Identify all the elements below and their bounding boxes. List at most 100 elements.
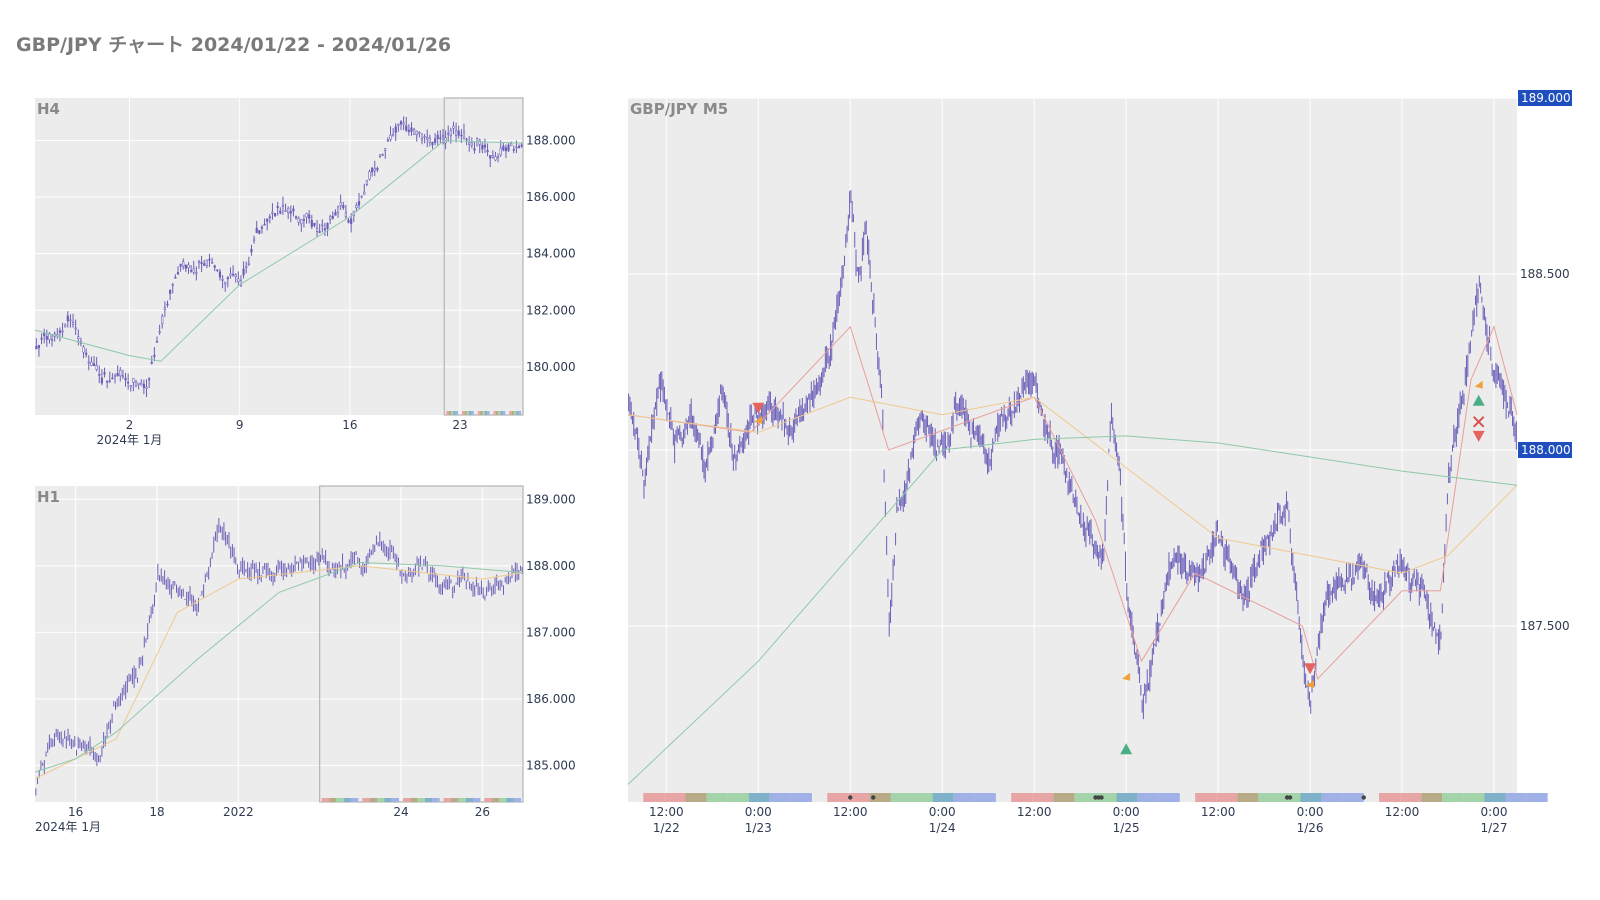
candle-body — [407, 129, 410, 132]
event-dot — [871, 795, 876, 800]
candle-body — [381, 154, 384, 156]
candle-body — [245, 265, 248, 268]
session-band — [1237, 793, 1259, 802]
candle-body — [111, 377, 114, 380]
session-band — [473, 798, 481, 802]
candle-body — [116, 373, 119, 377]
session-band — [1053, 793, 1075, 802]
candle-body — [74, 327, 77, 330]
candle-body — [260, 226, 264, 229]
candle-body — [428, 137, 431, 143]
candle-body — [334, 212, 337, 216]
candle-body — [166, 303, 169, 306]
candle-body — [318, 231, 321, 233]
candle-body — [496, 156, 500, 159]
candle-body — [363, 191, 366, 195]
event-dot — [848, 795, 853, 800]
candle-body — [449, 130, 452, 136]
session-band — [848, 793, 870, 802]
session-band — [391, 798, 399, 802]
x-tick-sublabel: 1/24 — [929, 821, 956, 835]
candle-body — [517, 145, 521, 149]
candle-body — [195, 272, 198, 274]
candle-body — [229, 273, 232, 276]
candle-body — [208, 258, 211, 261]
candle-body — [142, 383, 145, 388]
session-band — [446, 411, 449, 415]
candle-body — [95, 364, 98, 370]
candle-body — [284, 209, 287, 212]
session-band — [513, 798, 521, 802]
candle-body — [434, 138, 437, 143]
candle-body — [423, 136, 426, 138]
candle-body — [294, 216, 298, 219]
session-band — [451, 798, 459, 802]
x-tick-label: 23 — [452, 418, 467, 432]
candle-body — [121, 375, 124, 378]
candle-body — [174, 277, 177, 279]
candle-body — [507, 144, 510, 151]
session-band — [827, 793, 849, 802]
page-title: GBP/JPY チャート 2024/01/22 - 2024/01/26 — [16, 34, 452, 56]
session-band — [1379, 793, 1401, 802]
candle-body — [355, 205, 358, 208]
candle-body — [237, 278, 240, 283]
candle-body — [145, 386, 148, 389]
y-tick-label: 188.000 — [526, 133, 576, 147]
y-tick-label: 187.500 — [1520, 619, 1570, 633]
session-band — [329, 798, 337, 802]
y-tick-label: 180.000 — [526, 360, 576, 374]
session-band — [384, 798, 392, 802]
session-band — [453, 411, 456, 415]
session-band — [487, 411, 490, 415]
session-band — [1074, 793, 1096, 802]
exit-marker — [754, 415, 763, 424]
candle-body — [360, 195, 363, 198]
candle-body — [119, 369, 122, 377]
session-band — [911, 793, 933, 802]
candle-body — [50, 339, 54, 341]
y-tick-label: 189.000 — [526, 492, 576, 506]
candles — [35, 116, 523, 398]
session-band — [464, 411, 467, 415]
session-band — [932, 793, 954, 802]
ma-line-fast — [627, 325, 1518, 680]
candle-body — [98, 374, 101, 376]
candle-body — [161, 315, 164, 325]
buy-marker — [1120, 743, 1133, 755]
candle-body — [85, 352, 88, 355]
session-band — [869, 793, 891, 802]
session-band — [482, 411, 485, 415]
event-dot — [1287, 795, 1293, 800]
session-band — [890, 793, 912, 802]
candle-body — [87, 361, 90, 364]
session-band — [1463, 793, 1485, 802]
candle-body — [326, 223, 329, 229]
candle-body — [486, 150, 489, 152]
candle-body — [386, 139, 389, 142]
candle-body — [61, 330, 64, 333]
candle-body — [405, 125, 408, 131]
sell-marker — [752, 402, 765, 414]
x-tick-label: 0:00 — [1113, 805, 1140, 819]
session-band — [458, 798, 466, 802]
candle-body — [439, 137, 442, 140]
candle-body — [378, 154, 382, 157]
candle-body — [203, 263, 206, 266]
candle-body — [163, 307, 166, 310]
session-band — [1137, 793, 1159, 802]
candle-body — [82, 346, 85, 353]
candle-body — [315, 227, 319, 232]
y-tick-label: 185.000 — [526, 758, 576, 772]
candle-body — [242, 268, 245, 276]
close-marker — [1472, 416, 1485, 428]
candle-body — [376, 168, 379, 171]
candle-body — [169, 289, 172, 294]
candle-body — [365, 180, 368, 185]
x-tick-label: 12:00 — [1385, 805, 1420, 819]
session-band — [351, 798, 359, 802]
exit-marker — [1474, 380, 1483, 389]
candle-body — [494, 156, 497, 161]
session-band — [321, 798, 329, 802]
session-band — [469, 411, 472, 415]
